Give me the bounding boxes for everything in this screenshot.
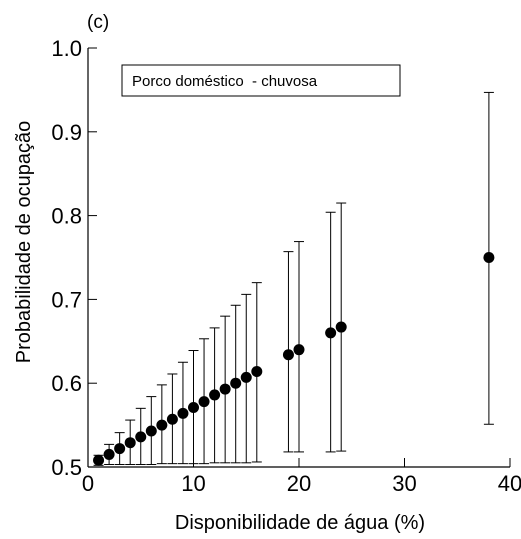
data-point: [240, 371, 252, 383]
data-point: [335, 321, 347, 333]
x-ticks: 0 10 20 30 40: [82, 458, 521, 496]
x-tick-label: 30: [392, 471, 416, 496]
data-point: [282, 349, 294, 361]
data-point: [145, 425, 157, 437]
data-point: [198, 396, 210, 408]
data-point: [177, 407, 189, 419]
data-point: [293, 344, 305, 356]
data-point: [156, 419, 168, 431]
legend-box: [121, 64, 401, 97]
legend: Porco doméstico - chuvosa: [121, 64, 401, 97]
data-point: [325, 327, 337, 339]
data-point: [209, 389, 221, 401]
data-point: [483, 252, 495, 263]
y-axis-label: Probabilidade de ocupação: [13, 121, 35, 363]
x-tick-label: 0: [82, 471, 94, 496]
data-point: [114, 443, 126, 455]
y-ticks: 0.5 0.6 0.7 0.8 0.9 1.0: [51, 36, 97, 480]
data-point: [188, 402, 199, 414]
data-point: [103, 448, 115, 460]
data-point: [230, 377, 242, 389]
y-tick-label: 0.7: [51, 287, 82, 312]
y-tick-label: 0.5: [51, 455, 82, 480]
error-bars: [93, 91, 494, 466]
data-point: [124, 437, 136, 449]
y-tick-label: 0.8: [51, 204, 82, 229]
data-point: [93, 454, 105, 466]
data-point: [166, 413, 178, 425]
panel-label: (c): [87, 12, 109, 33]
x-tick-label: 10: [181, 471, 205, 496]
x-axis-label: Disponibilidade de água (%): [175, 512, 425, 534]
x-tick-label: 20: [287, 471, 311, 496]
x-tick-label: 40: [498, 471, 521, 496]
y-tick-label: 0.9: [51, 120, 82, 145]
data-point: [135, 431, 147, 443]
y-tick-label: 0.6: [51, 371, 82, 396]
y-tick-label: 1.0: [51, 36, 82, 61]
data-point: [219, 383, 231, 395]
data-points: [93, 252, 495, 466]
legend-text: Porco doméstico - chuvosa: [132, 73, 318, 90]
data-point: [251, 365, 263, 377]
